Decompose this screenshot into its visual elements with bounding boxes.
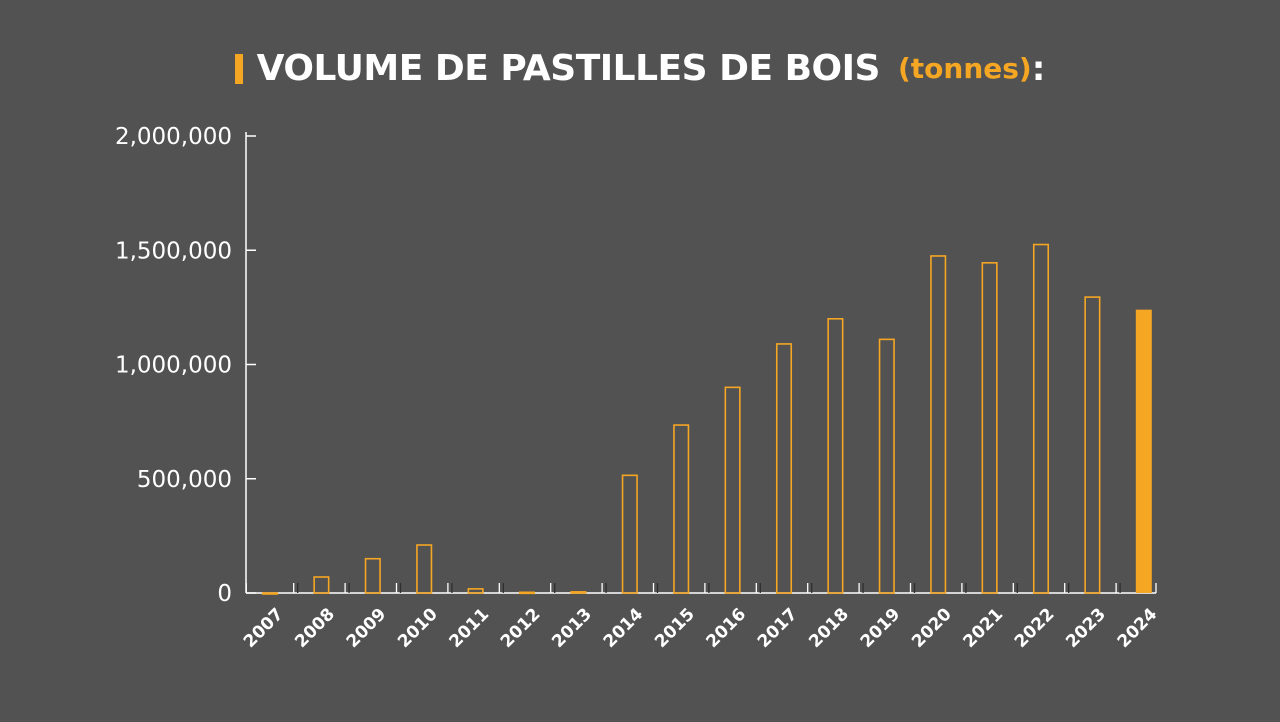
title-accent-bar: [234, 53, 243, 84]
x-tick-label-2014: 2014: [600, 604, 648, 652]
chart-title-unit: (tonnes): [897, 52, 1032, 85]
x-tick-label-2016: 2016: [703, 604, 751, 652]
x-tick-label-2018: 2018: [805, 604, 853, 652]
x-tick-label-2007: 2007: [240, 604, 288, 652]
chart-title: VOLUME DE PASTILLES DE BOIS (tonnes) :: [234, 48, 1046, 89]
x-tick-label-2013: 2013: [548, 604, 596, 652]
y-tick-label: 500,000: [137, 467, 232, 493]
x-tick-label-2010: 2010: [394, 604, 442, 652]
bar-2017: [775, 343, 793, 594]
bar-2007: [261, 592, 279, 595]
bar-2021: [981, 262, 998, 594]
bar-2015: [673, 424, 690, 594]
chart-title-main: VOLUME DE PASTILLES DE BOIS: [256, 48, 881, 89]
y-tick-label: 1,000,000: [115, 353, 232, 379]
bar-2014: [621, 474, 638, 594]
bar-2022: [1032, 243, 1050, 594]
x-tick-label-2011: 2011: [446, 604, 494, 652]
x-tick-label-2022: 2022: [1011, 604, 1059, 652]
bar-2008: [313, 576, 330, 594]
bar-2024: [1135, 309, 1152, 593]
x-tick-label-2017: 2017: [754, 604, 802, 652]
x-tick-label-2012: 2012: [497, 604, 545, 652]
bar-2010: [416, 544, 433, 594]
bar-2023: [1084, 296, 1101, 594]
bar-2013: [570, 591, 587, 594]
x-tick-label-2015: 2015: [651, 604, 699, 652]
y-tick-label: 2,000,000: [115, 124, 232, 150]
bar-2020: [930, 255, 947, 594]
chart-bars: [261, 243, 1152, 595]
bar-2018: [827, 317, 844, 594]
x-tick-label-2021: 2021: [960, 604, 1008, 652]
chart-axes: [245, 132, 1156, 594]
bar-2011: [467, 588, 484, 594]
chart-title-row: VOLUME DE PASTILLES DE BOIS (tonnes) :: [0, 48, 1280, 104]
y-axis-ticks: 0 500,000 1,000,000 1,500,000 2,000,000: [115, 124, 256, 607]
bar-2019: [878, 338, 895, 594]
x-tick-label-2023: 2023: [1062, 604, 1110, 652]
x-tick-label-2009: 2009: [343, 604, 391, 652]
x-tick-label-2020: 2020: [908, 604, 956, 652]
bar-2012: [518, 591, 536, 595]
y-tick-label: 0: [217, 581, 232, 607]
x-tick-label-2019: 2019: [857, 604, 905, 652]
x-tick-label-2008: 2008: [291, 604, 339, 652]
chart-title-colon: :: [1031, 48, 1046, 89]
y-tick-label: 1,500,000: [115, 238, 232, 264]
bar-2009: [364, 557, 381, 594]
bar-2016: [724, 386, 741, 594]
x-tick-label-2024: 2024: [1114, 604, 1162, 652]
